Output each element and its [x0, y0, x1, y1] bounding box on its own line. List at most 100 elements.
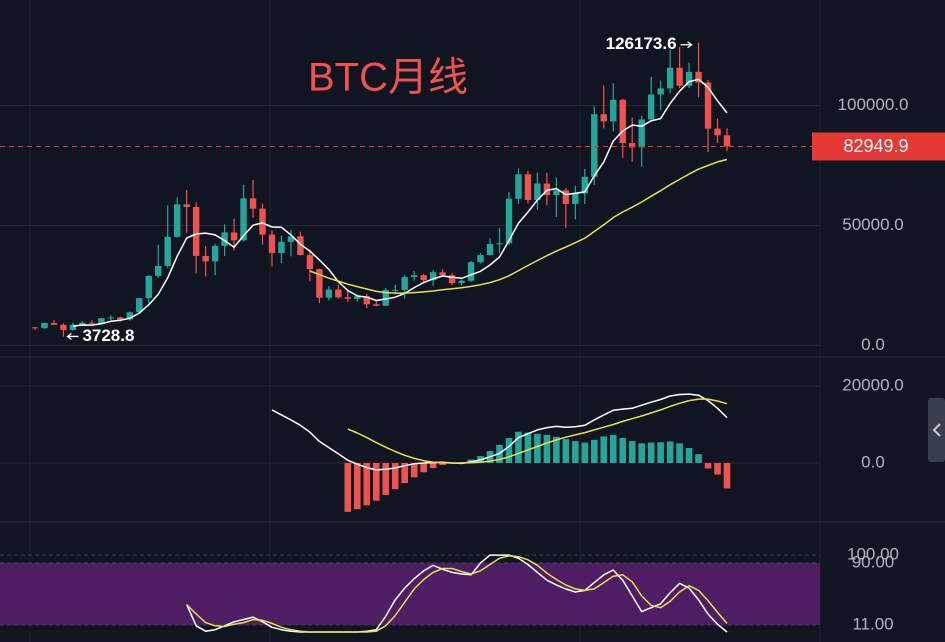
candle-body — [448, 275, 456, 284]
candle-body — [79, 322, 86, 325]
candle-body — [69, 324, 77, 330]
histogram-bar — [590, 439, 598, 464]
histogram-bar — [572, 441, 579, 464]
histogram-bar — [553, 436, 560, 464]
series-line — [347, 398, 728, 464]
candle-body — [164, 236, 171, 266]
candle-body — [230, 232, 238, 241]
histogram-bar — [609, 434, 617, 464]
candle-body — [638, 119, 645, 148]
y-tick-label: 0.0 — [861, 335, 885, 354]
y-tick-label: 90.00 — [852, 552, 895, 571]
histogram-bar — [647, 442, 655, 464]
candle-body — [723, 135, 731, 147]
candle-body — [249, 198, 257, 209]
candle-body — [562, 190, 570, 204]
candle-body — [325, 289, 333, 298]
y-tick-label: 20000.0 — [842, 375, 903, 394]
histogram-bar — [524, 432, 532, 464]
histogram-bar — [695, 454, 702, 464]
candle-body — [31, 327, 39, 329]
candle-body — [600, 114, 607, 122]
candle-body — [477, 254, 484, 263]
candle-body — [629, 143, 636, 148]
histogram-bar — [543, 434, 551, 464]
candle-body — [467, 262, 475, 281]
candle-body — [60, 324, 67, 330]
candle-body — [306, 255, 314, 270]
histogram-bar — [666, 441, 674, 464]
histogram-bar — [391, 463, 399, 490]
y-tick-label: 100000.0 — [838, 95, 909, 114]
collapse-button[interactable] — [928, 398, 945, 462]
candle-body — [354, 296, 361, 299]
candle-body — [647, 94, 655, 120]
candle-body — [373, 304, 380, 306]
histogram-bar — [704, 463, 712, 469]
candle-body — [297, 236, 304, 256]
candle-body — [259, 208, 266, 235]
candle-body — [240, 198, 247, 241]
histogram-bar — [401, 463, 408, 484]
histogram-bar — [628, 441, 636, 464]
candle-body — [458, 280, 465, 284]
candle-body — [98, 318, 105, 324]
histogram-bar — [344, 463, 352, 512]
candle-body — [107, 317, 115, 319]
candle-body — [401, 277, 408, 290]
histogram-bar — [505, 437, 513, 464]
candle-body — [420, 275, 427, 281]
grid-layer — [0, 105, 820, 626]
candle-body — [363, 296, 370, 305]
candle-body — [173, 204, 181, 237]
candle-body — [268, 234, 276, 254]
series-line — [271, 393, 728, 471]
candle-body — [145, 275, 152, 299]
candle-body — [50, 322, 58, 325]
histogram-bar — [515, 431, 522, 464]
candle-body — [382, 289, 389, 306]
y-tick-label: 100.00 — [847, 545, 899, 564]
candle-body — [534, 183, 541, 200]
candle-body — [515, 174, 522, 199]
collapse-button-bg[interactable] — [928, 398, 945, 462]
candle-body — [439, 272, 446, 276]
candle-body — [88, 322, 96, 324]
histogram-bar — [723, 463, 731, 489]
chart-title: BTC月线 — [308, 56, 468, 100]
candle-body — [155, 265, 162, 276]
price-tag-label: 82949.9 — [843, 136, 908, 156]
candle-body — [610, 99, 617, 122]
high-label: 126173.6 — [606, 34, 677, 53]
series-line — [186, 554, 728, 633]
histogram-bar — [354, 463, 361, 510]
candle-body — [136, 298, 143, 313]
candle-body — [392, 289, 399, 291]
histogram-bar — [534, 433, 541, 464]
candle-body — [704, 82, 712, 129]
histogram-bar — [410, 463, 418, 478]
low-label: 3728.8 — [82, 326, 134, 345]
histogram-bar — [600, 436, 608, 464]
histogram-bar — [657, 442, 664, 464]
candle-body — [316, 269, 323, 298]
candle-body — [581, 176, 589, 194]
histogram-bar — [685, 447, 693, 464]
candle-body — [524, 174, 532, 200]
candle-body — [505, 198, 513, 244]
candle-body — [496, 243, 503, 245]
y-tick-label: 0.0 — [861, 452, 885, 471]
collapse-icon[interactable] — [932, 423, 941, 437]
candle-body — [211, 245, 219, 262]
mark-layer — [0, 42, 812, 633]
candle-body — [344, 297, 352, 299]
candle-body — [619, 99, 626, 144]
candle-body — [543, 183, 551, 196]
candle-body — [714, 128, 721, 136]
histogram-bar — [429, 463, 437, 469]
candle-body — [429, 272, 437, 281]
histogram-bar — [372, 463, 380, 501]
candle-body — [695, 71, 702, 83]
